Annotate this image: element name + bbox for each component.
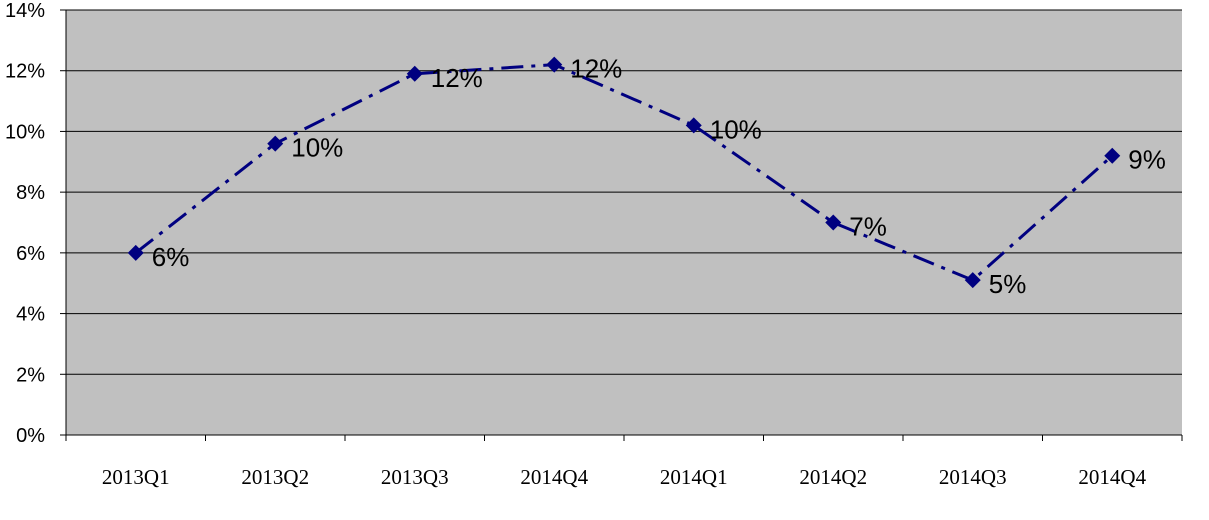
data-labels: 6% 10% 12% 12% 10% 7% 5% 9%	[152, 54, 1166, 300]
data-point-marker	[546, 56, 563, 73]
x-tick-label: 2014Q3	[939, 465, 1007, 489]
y-tick-label: 4%	[16, 304, 45, 326]
series-line	[134, 63, 1114, 282]
x-tick-label: 2013Q3	[381, 465, 449, 489]
data-point-marker	[685, 117, 702, 134]
data-label: 12%	[431, 63, 483, 93]
y-tick-label: 6%	[16, 243, 45, 265]
data-point-marker	[406, 65, 423, 82]
y-tick-label: 0%	[16, 425, 45, 447]
x-tick-label: 2013Q2	[241, 465, 309, 489]
data-label: 9%	[1128, 145, 1166, 175]
data-label: 5%	[989, 269, 1027, 299]
data-label: 6%	[152, 242, 190, 272]
x-tick-label: 2014Q4	[520, 465, 588, 489]
data-point-marker	[964, 272, 981, 289]
data-point-marker	[825, 214, 842, 231]
data-label: 12%	[570, 54, 622, 84]
data-label: 7%	[849, 212, 887, 242]
series-layer	[127, 56, 1121, 289]
x-tick-label: 2013Q1	[102, 465, 170, 489]
y-axis-ticks: 0% 2% 4% 6% 8% 10% 12% 14%	[5, 0, 66, 447]
data-label: 10%	[291, 133, 343, 163]
y-tick-label: 14%	[5, 0, 45, 22]
data-point-marker	[267, 135, 284, 152]
data-label: 10%	[710, 114, 762, 144]
x-tick-label: 2014Q4	[1078, 465, 1146, 489]
y-tick-label: 12%	[5, 61, 45, 83]
data-point-marker	[1104, 147, 1121, 164]
gridlines	[66, 9, 1182, 375]
data-point-marker	[127, 244, 144, 261]
y-tick-label: 2%	[16, 364, 45, 386]
y-tick-label: 8%	[16, 182, 45, 204]
x-axis-ticks: 2013Q1 2013Q2 2013Q3 2014Q4 2014Q1 2014Q2 2014…	[65, 435, 1183, 489]
plot-area	[66, 10, 1182, 435]
x-tick-label: 2014Q1	[660, 465, 728, 489]
y-tick-label: 10%	[5, 121, 45, 143]
x-tick-label: 2014Q2	[799, 465, 867, 489]
